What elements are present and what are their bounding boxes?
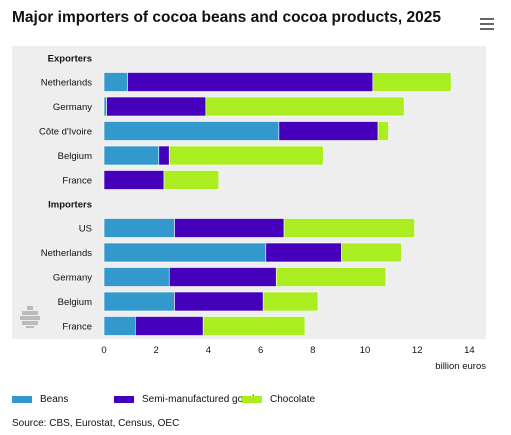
bar-semi-manufactured[interactable]: [174, 291, 264, 312]
bar-semi-manufactured[interactable]: [106, 96, 207, 117]
bar-beans[interactable]: [103, 267, 170, 287]
cbs-logo-icon: [20, 306, 40, 328]
legend-item-semi-manufactured[interactable]: Semi-manufactured goods: [114, 394, 259, 405]
legend-item-beans[interactable]: Beans: [12, 394, 68, 405]
bar-beans[interactable]: [103, 96, 107, 117]
bar-beans[interactable]: [103, 316, 136, 336]
bar-semi-manufactured[interactable]: [158, 145, 170, 166]
x-tick-label: 12: [412, 345, 423, 356]
bar-chocolate[interactable]: [262, 291, 319, 312]
bar-chocolate[interactable]: [205, 96, 405, 117]
bar-chocolate[interactable]: [283, 218, 415, 238]
bar-chocolate[interactable]: [372, 72, 452, 92]
bar-semi-manufactured[interactable]: [265, 242, 342, 263]
bar-beans[interactable]: [103, 291, 175, 312]
plot-bg-exporters: [104, 46, 486, 192]
bar-beans[interactable]: [103, 72, 128, 92]
x-tick-label: 4: [206, 345, 211, 356]
bar-chocolate[interactable]: [275, 267, 387, 287]
bar-chocolate[interactable]: [202, 316, 306, 336]
x-tick-label: 2: [154, 345, 159, 356]
bar-semi-manufactured[interactable]: [174, 218, 285, 238]
bar-beans[interactable]: [103, 121, 280, 141]
bar-semi-manufactured[interactable]: [278, 121, 379, 141]
bar-chocolate[interactable]: [168, 145, 324, 166]
x-axis-label: billion euros: [435, 361, 486, 372]
category-label: Netherlands: [41, 78, 92, 89]
category-label: Côte d'Ivoire: [39, 127, 92, 138]
hamburger-menu-icon[interactable]: [480, 18, 494, 30]
legend-swatch-beans: [12, 395, 32, 403]
legend-label-chocolate: Chocolate: [270, 394, 316, 405]
group-header-exporters: Exporters: [48, 54, 92, 65]
legend-swatch-chocolate: [242, 395, 262, 403]
bar-chocolate[interactable]: [341, 242, 402, 263]
category-label: Germany: [53, 273, 92, 284]
x-tick-label: 0: [101, 345, 106, 356]
group-header-importers: Importers: [48, 200, 92, 211]
category-label: France: [62, 176, 92, 187]
x-tick-label: 10: [360, 345, 371, 356]
legend-label-semi-manufactured: Semi-manufactured goods: [142, 394, 260, 405]
bar-semi-manufactured[interactable]: [168, 267, 277, 287]
bar-chocolate[interactable]: [163, 170, 220, 190]
category-label: Belgium: [58, 297, 92, 308]
bar-semi-manufactured[interactable]: [127, 72, 374, 92]
legend-label-beans: Beans: [40, 394, 69, 405]
bar-beans[interactable]: [103, 145, 160, 166]
plot-bg-importers: [104, 192, 486, 339]
category-label: Belgium: [58, 151, 92, 162]
category-label: France: [62, 322, 92, 333]
category-label: US: [79, 224, 92, 235]
bar-chocolate[interactable]: [377, 121, 389, 141]
category-label: Germany: [53, 102, 92, 113]
bar-beans[interactable]: [103, 242, 267, 263]
x-tick-label: 6: [258, 345, 263, 356]
source-note: Source: CBS, Eurostat, Census, OEC: [12, 418, 180, 429]
chart-title: Major importers of cocoa beans and cocoa…: [12, 9, 441, 26]
x-tick-label: 14: [464, 345, 475, 356]
category-label: Netherlands: [41, 248, 92, 259]
legend-item-chocolate[interactable]: Chocolate: [242, 394, 315, 405]
group-bg-exporters: [12, 46, 104, 192]
legend-swatch-semi-manufactured: [114, 395, 134, 403]
bar-beans[interactable]: [103, 218, 175, 238]
bar-semi-manufactured[interactable]: [103, 170, 165, 190]
bar-semi-manufactured[interactable]: [135, 316, 204, 336]
x-tick-label: 8: [310, 345, 315, 356]
